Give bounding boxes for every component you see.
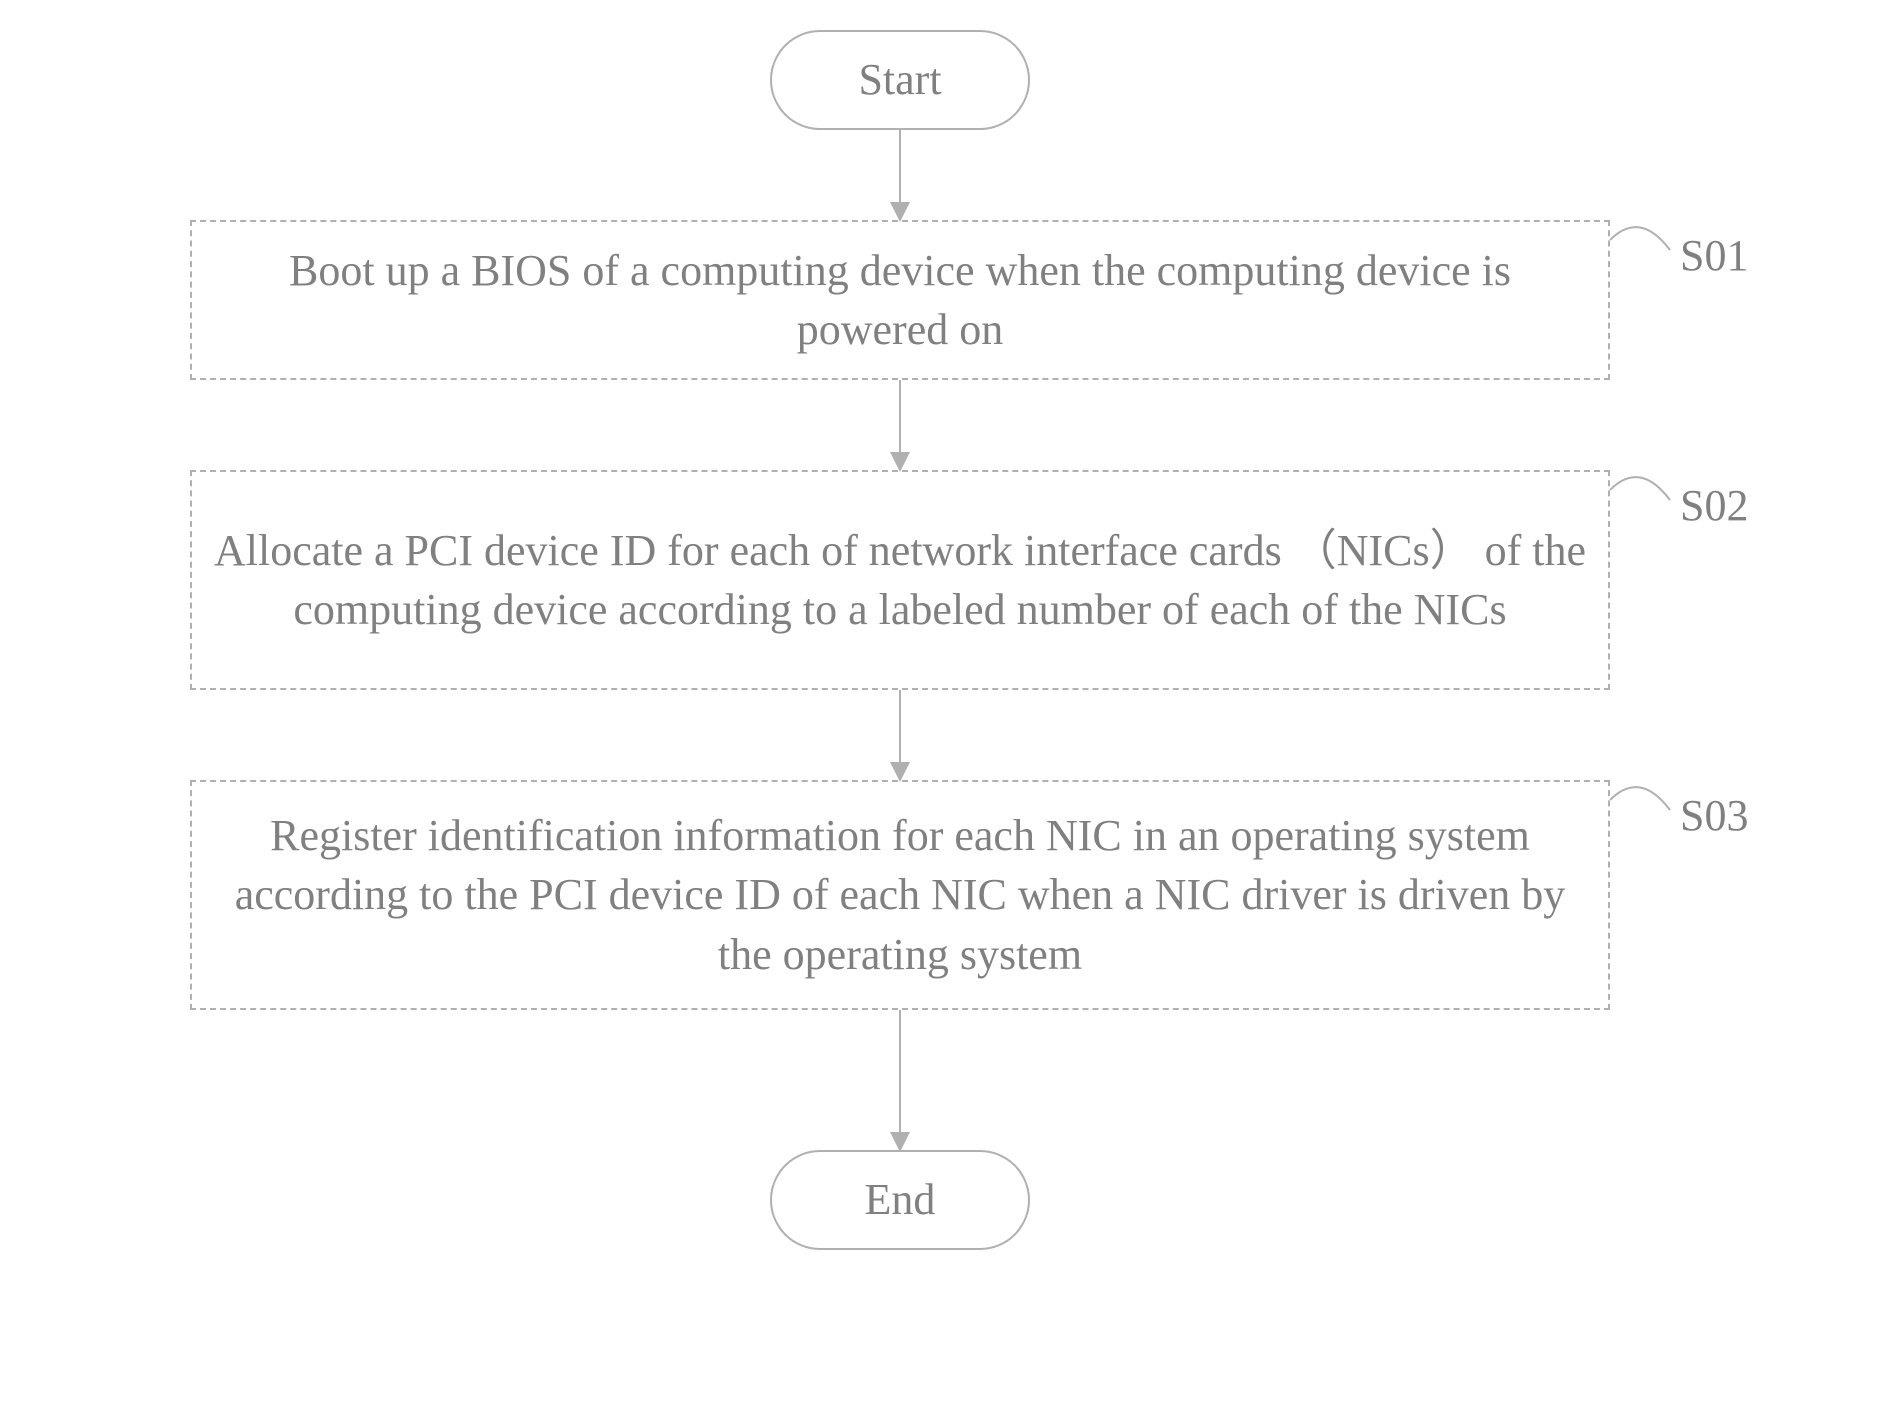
process-s03: Register identification information for … — [190, 780, 1610, 1010]
start-label: Start — [858, 50, 941, 109]
step-label-s02: S02 — [1680, 480, 1748, 531]
start-node: Start — [770, 30, 1030, 130]
step-label-s03: S03 — [1680, 790, 1748, 841]
process-s01: Boot up a BIOS of a computing device whe… — [190, 220, 1610, 380]
end-label: End — [865, 1170, 936, 1229]
flowchart-canvas: Start Boot up a BIOS of a computing devi… — [0, 0, 1880, 1420]
process-s03-text: Register identification information for … — [212, 806, 1588, 984]
process-s02: Allocate a PCI device ID for each of net… — [190, 470, 1610, 690]
end-node: End — [770, 1150, 1030, 1250]
process-s01-text: Boot up a BIOS of a computing device whe… — [212, 241, 1588, 360]
step-label-s01: S01 — [1680, 230, 1748, 281]
process-s02-text: Allocate a PCI device ID for each of net… — [212, 521, 1588, 640]
